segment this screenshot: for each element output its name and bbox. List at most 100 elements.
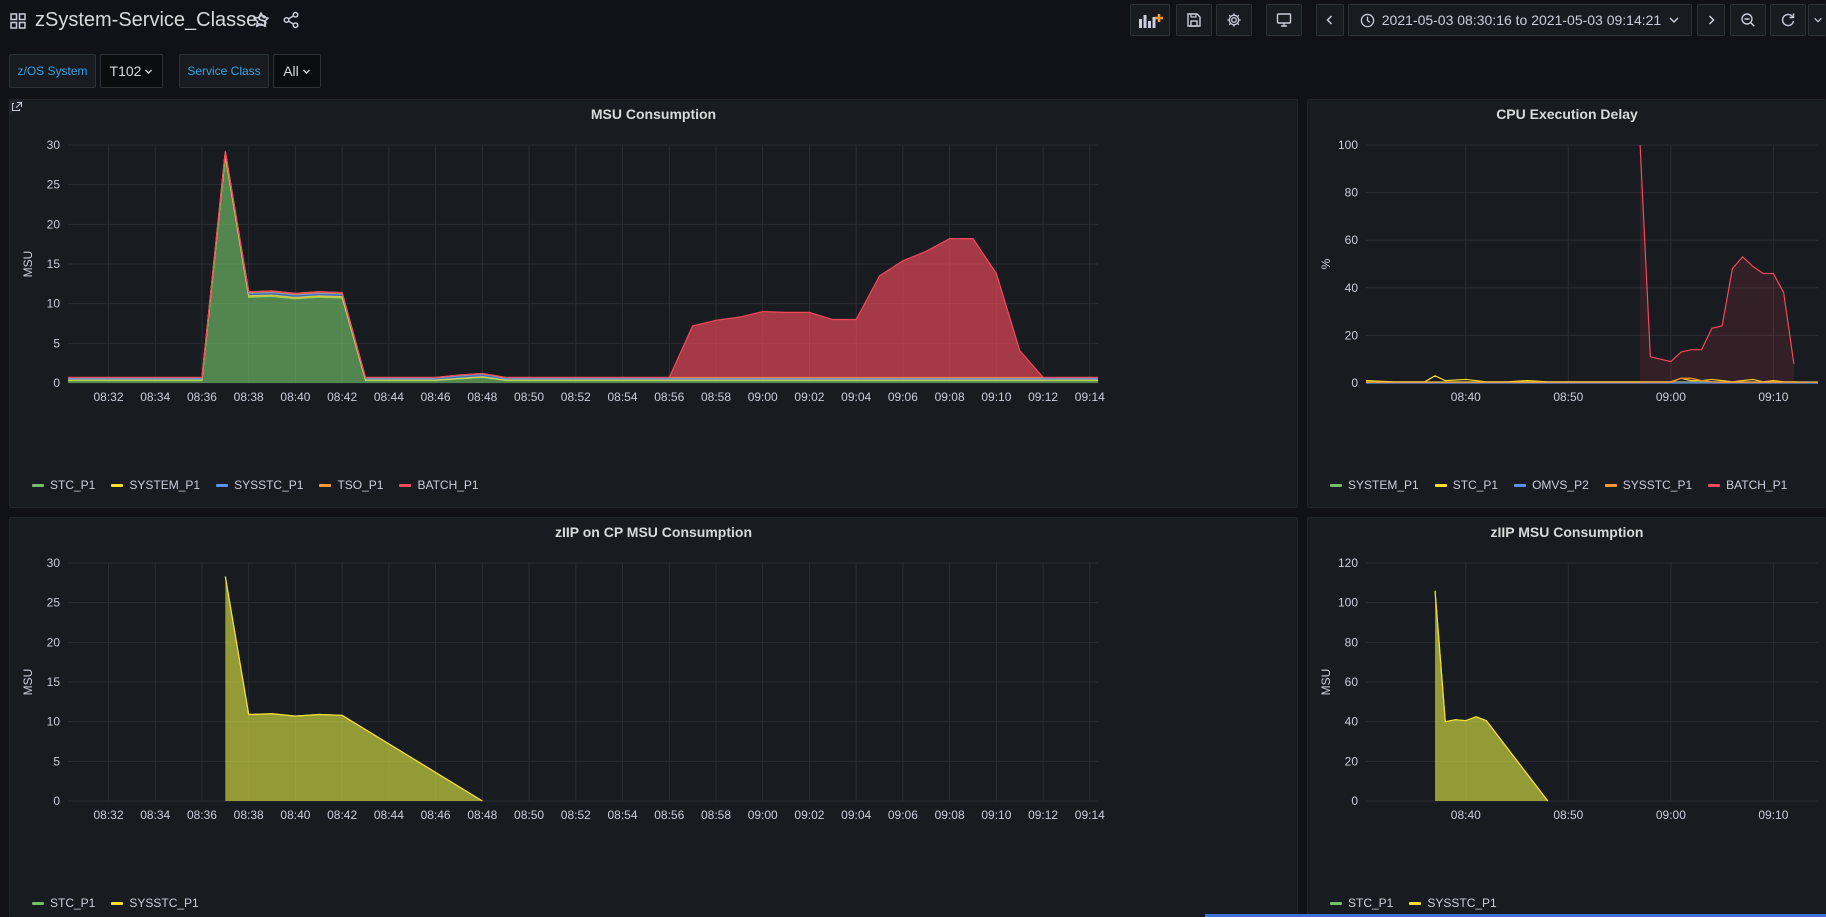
y-tick-label: 25 <box>47 596 61 610</box>
x-tick-label: 09:00 <box>1656 390 1686 404</box>
y-tick-label: 20 <box>1345 328 1359 342</box>
legend-item-stc-p1[interactable]: STC_P1 <box>32 896 95 910</box>
y-tick-label: 10 <box>47 297 61 311</box>
panel-cpu-execution-delay[interactable]: CPU Execution Delay 0 20 40 60 80 100 08:40 08:… <box>1307 99 1826 508</box>
x-tick-label: 09:02 <box>794 390 824 404</box>
panel-title[interactable]: zIIP on CP MSU Consumption <box>554 524 753 540</box>
legend-swatch <box>1409 901 1422 905</box>
x-tick-label: 09:00 <box>1656 808 1686 822</box>
variable-select-zos-system[interactable]: T102 <box>100 54 163 88</box>
x-tick-label: 08:46 <box>421 390 451 404</box>
x-tick-label: 08:46 <box>421 808 451 822</box>
x-tick-label: 08:52 <box>561 808 591 822</box>
x-tick-label: 08:40 <box>280 808 310 822</box>
top-bar: zSystem-Service_Classes <box>0 0 1826 44</box>
y-tick-label: 20 <box>47 217 61 231</box>
variable-label-zos-system: z/OS System <box>9 54 96 88</box>
x-tick-label: 09:12 <box>1028 808 1058 822</box>
panel-msu-consumption[interactable]: MSU Consumption 0 5 10 15 20 25 30 08:32 08:34 08… <box>9 99 1298 508</box>
legend-label: STC_P1 <box>1452 478 1499 492</box>
legend-item-stc-p1[interactable]: STC_P1 <box>1330 896 1393 910</box>
horizontal-scroll-indicator[interactable] <box>1205 914 1826 917</box>
save-dashboard-button[interactable] <box>1176 4 1212 36</box>
area-stc-p1 <box>68 156 1098 383</box>
tv-mode-button[interactable] <box>1266 4 1302 36</box>
y-tick-label: 0 <box>1351 794 1358 808</box>
monitor-icon <box>1276 13 1292 27</box>
legend-item-tso-p1[interactable]: TSO_P1 <box>319 478 383 492</box>
variable-value-service-class: All <box>283 63 299 79</box>
panel-ziip-msu-consumption[interactable]: zIIP MSU Consumption 0 20 40 60 80 100 120 08:4… <box>1307 517 1826 917</box>
legend-item-batch-p1[interactable]: BATCH_P1 <box>399 478 479 492</box>
settings-button[interactable] <box>1216 4 1252 36</box>
legend-item-sysstc-p1[interactable]: SYSSTC_P1 <box>1409 896 1497 910</box>
star-icon[interactable] <box>252 11 270 29</box>
legend-item-system-p1[interactable]: SYSTEM_P1 <box>111 478 200 492</box>
panel-title[interactable]: zIIP MSU Consumption <box>1490 524 1644 540</box>
legend-swatch <box>1604 483 1617 487</box>
line-sysstc-p1 <box>1434 590 1549 802</box>
chevron-right-icon <box>1708 15 1715 25</box>
legend-swatch <box>1434 483 1447 487</box>
legend-swatch <box>111 901 124 905</box>
legend-item-sysstc-p1[interactable]: SYSSTC_P1 <box>216 478 303 492</box>
x-tick-label: 08:42 <box>327 390 357 404</box>
add-panel-icon <box>1139 14 1163 28</box>
y-tick-label: 20 <box>47 635 61 649</box>
x-tick-label: 09:12 <box>1028 390 1058 404</box>
legend-item-sysstc-p1[interactable]: SYSSTC_P1 <box>1604 478 1692 492</box>
legend-label: STC_P1 <box>50 478 96 492</box>
legend: STC_P1 SYSSTC_P1 <box>32 896 199 910</box>
legend-item-batch-p1[interactable]: BATCH_P1 <box>1708 478 1787 492</box>
x-tick-label: 08:38 <box>234 808 264 822</box>
x-tick-label: 08:36 <box>187 390 217 404</box>
legend: STC_P1 SYSSTC_P1 <box>1330 896 1497 910</box>
panel-ziip-on-cp-msu-consumption[interactable]: zIIP on CP MSU Consumption 0 5 10 15 20 25 30 0… <box>9 517 1298 917</box>
legend-item-stc-p1[interactable]: STC_P1 <box>32 478 95 492</box>
legend-item-omvs-p2[interactable]: OMVS_P2 <box>1514 478 1589 492</box>
zoom-out-icon <box>1741 13 1755 27</box>
legend-label: BATCH_P1 <box>1726 478 1788 492</box>
y-tick-label: 120 <box>1338 556 1358 570</box>
x-tick-label: 09:00 <box>748 390 778 404</box>
x-tick-label: 08:56 <box>654 808 684 822</box>
y-tick-label: 40 <box>1345 281 1359 295</box>
chevron-down-icon <box>145 69 153 74</box>
legend-item-system-p1[interactable]: SYSTEM_P1 <box>1330 478 1419 492</box>
zoom-out-button[interactable] <box>1730 4 1766 36</box>
panel-title[interactable]: CPU Execution Delay <box>1496 106 1638 122</box>
refresh-button[interactable] <box>1770 4 1806 36</box>
share-icon[interactable] <box>282 11 300 29</box>
panel-title[interactable]: MSU Consumption <box>590 106 717 122</box>
x-tick-label: 08:48 <box>467 390 497 404</box>
x-tick-label: 08:50 <box>514 808 544 822</box>
y-axis-label: MSU <box>1319 669 1333 696</box>
apps-grid-icon[interactable] <box>10 13 26 29</box>
legend-label: SYSSTC_P1 <box>1427 896 1497 910</box>
x-tick-label: 09:06 <box>888 808 918 822</box>
panel-link-icon[interactable] <box>10 100 24 114</box>
x-tick-label: 09:10 <box>981 390 1011 404</box>
legend-swatch <box>1514 483 1527 487</box>
x-tick-label: 09:10 <box>1758 390 1788 404</box>
dashboard-title[interactable]: zSystem-Service_Classes <box>35 9 268 31</box>
time-back-button[interactable] <box>1316 4 1344 36</box>
chart-ziip-on-cp-msu-consumption: 0 5 10 15 20 25 30 08:32 08:34 08:36 08:38 08:40 08:… <box>21 556 1105 822</box>
x-tick-label: 08:52 <box>561 390 591 404</box>
x-tick-label: 09:10 <box>981 808 1011 822</box>
add-panel-button[interactable] <box>1130 4 1170 36</box>
refresh-interval-dropdown[interactable] <box>1808 4 1826 36</box>
time-range-picker[interactable]: 2021-05-03 08:30:16 to 2021-05-03 09:14:… <box>1348 4 1692 36</box>
x-tick-label: 08:50 <box>1553 808 1583 822</box>
x-tick-label: 08:54 <box>608 390 638 404</box>
legend-item-sysstc-p1[interactable]: SYSSTC_P1 <box>111 896 199 910</box>
legend-item-stc-p1[interactable]: STC_P1 <box>1434 478 1499 492</box>
x-tick-label: 08:40 <box>280 390 310 404</box>
variable-select-service-class[interactable]: All <box>273 54 321 88</box>
x-tick-label: 08:38 <box>234 390 264 404</box>
y-tick-label: 80 <box>1345 635 1359 649</box>
x-tick-label: 08:56 <box>654 390 684 404</box>
legend-swatch <box>32 483 44 487</box>
time-forward-button[interactable] <box>1697 4 1725 36</box>
area-stc-p1 <box>225 576 483 801</box>
